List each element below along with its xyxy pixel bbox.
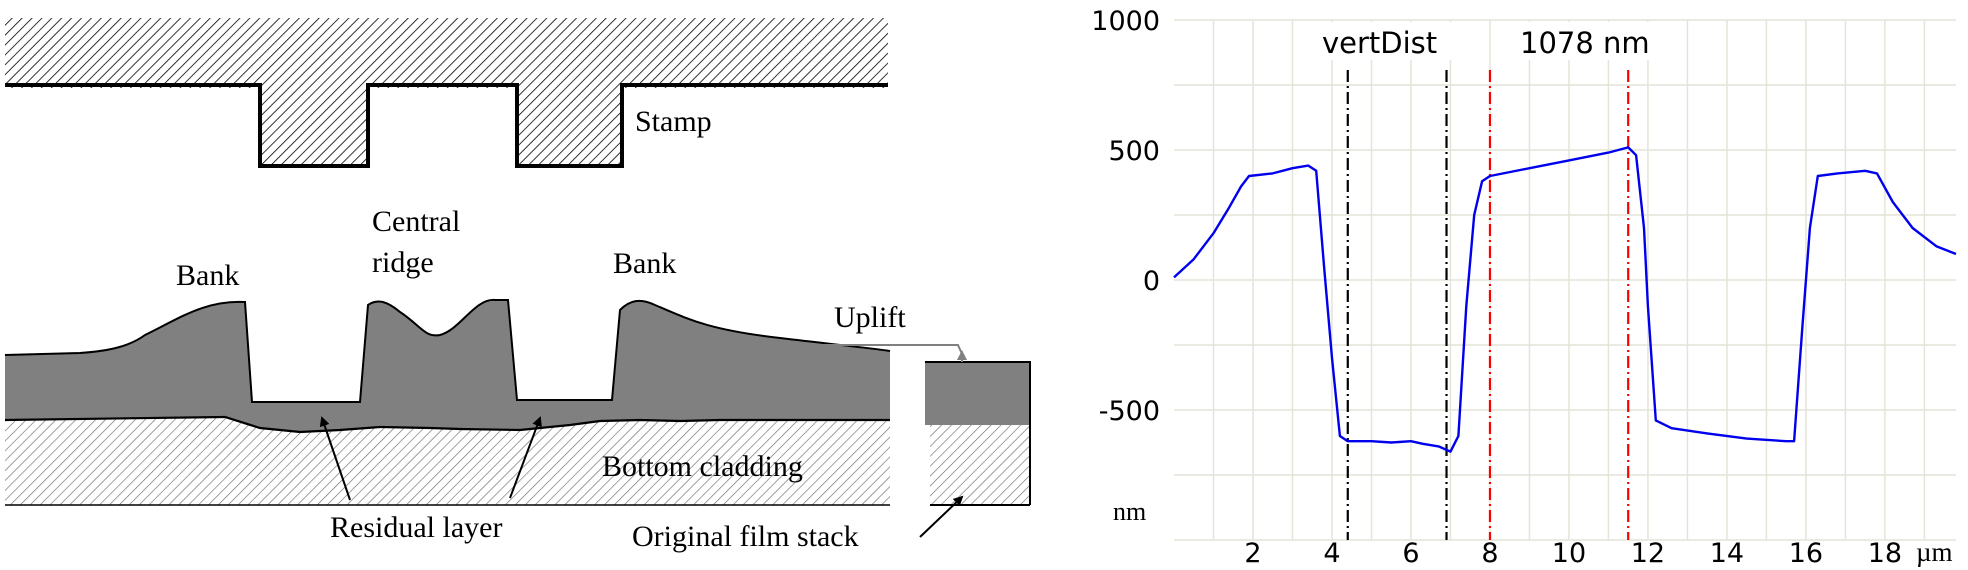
- marker-lines: [1346, 70, 1630, 540]
- central-ridge-label-line2: ridge: [372, 246, 434, 279]
- profile-chart: 2 4 6 8 10 12 14 16 18 1000 500 0 -500 vertDist 1078…: [1091, 6, 1957, 569]
- series-layer: [1173, 146, 1957, 453]
- x-tick-label: 12: [1631, 538, 1665, 569]
- grid: [1174, 19, 1956, 541]
- imprinted-film: [4, 298, 1031, 508]
- y-tick-label: 500: [1108, 136, 1160, 167]
- bank-left-label: Bank: [176, 259, 239, 292]
- stamp: Stamp: [5, 18, 888, 168]
- central-ridge-label-line1: Central: [372, 205, 460, 238]
- profile-line-1: [1173, 146, 1957, 453]
- process-diagram: Stamp Bottom cladding Bank Central ridge…: [4, 18, 1031, 553]
- uplift-label: Uplift: [834, 301, 906, 334]
- x-tick-label: 4: [1323, 538, 1340, 569]
- film-right: [925, 362, 1030, 425]
- stamp-outline: [5, 83, 888, 168]
- stamp-body: [5, 18, 888, 166]
- uplift-indicator: [780, 344, 967, 362]
- x-tick-label: 10: [1552, 538, 1586, 569]
- film-cladding-interface: [4, 415, 890, 434]
- residual-layer-label: Residual layer: [330, 511, 502, 544]
- film-right-outline: [925, 361, 1031, 506]
- x-tick-label: 6: [1402, 538, 1419, 569]
- y-tick-label: -500: [1099, 396, 1160, 427]
- annotation-value: 1078 nm: [1520, 26, 1650, 60]
- annotation-label: vertDist: [1322, 26, 1437, 60]
- stamp-label: Stamp: [635, 105, 712, 138]
- cladding-right: [930, 425, 1030, 505]
- annotation-label-bg: [1318, 22, 1454, 60]
- bank-right-label: Bank: [613, 247, 676, 280]
- break-gap: [890, 350, 930, 508]
- annotation-value-bg: [1510, 22, 1670, 60]
- y-unit-label: nm: [1113, 497, 1146, 526]
- y-tick-label: 0: [1143, 266, 1160, 297]
- x-tick-label: 2: [1244, 538, 1261, 569]
- bottom-cladding-label: Bottom cladding: [602, 450, 803, 483]
- film-surface-outline: [4, 298, 891, 403]
- x-tick-label: 16: [1789, 538, 1823, 569]
- cladding-left: [5, 417, 890, 505]
- residual-arrow-right: [509, 416, 542, 499]
- x-tick-label: 8: [1481, 538, 1498, 569]
- tick-labels: 2 4 6 8 10 12 14 16 18 1000 500 0 -500: [1091, 6, 1902, 569]
- original-film-arrow: [919, 495, 964, 538]
- residual-arrow-left: [319, 416, 351, 501]
- bottom-cladding: Bottom cladding: [5, 417, 1030, 505]
- x-unit-label: µm: [1916, 537, 1953, 567]
- y-tick-label: 1000: [1091, 6, 1160, 37]
- film-left: [5, 299, 890, 432]
- x-tick-label: 18: [1868, 538, 1902, 569]
- original-film-stack-label: Original film stack: [632, 520, 859, 553]
- x-tick-label: 14: [1710, 538, 1744, 569]
